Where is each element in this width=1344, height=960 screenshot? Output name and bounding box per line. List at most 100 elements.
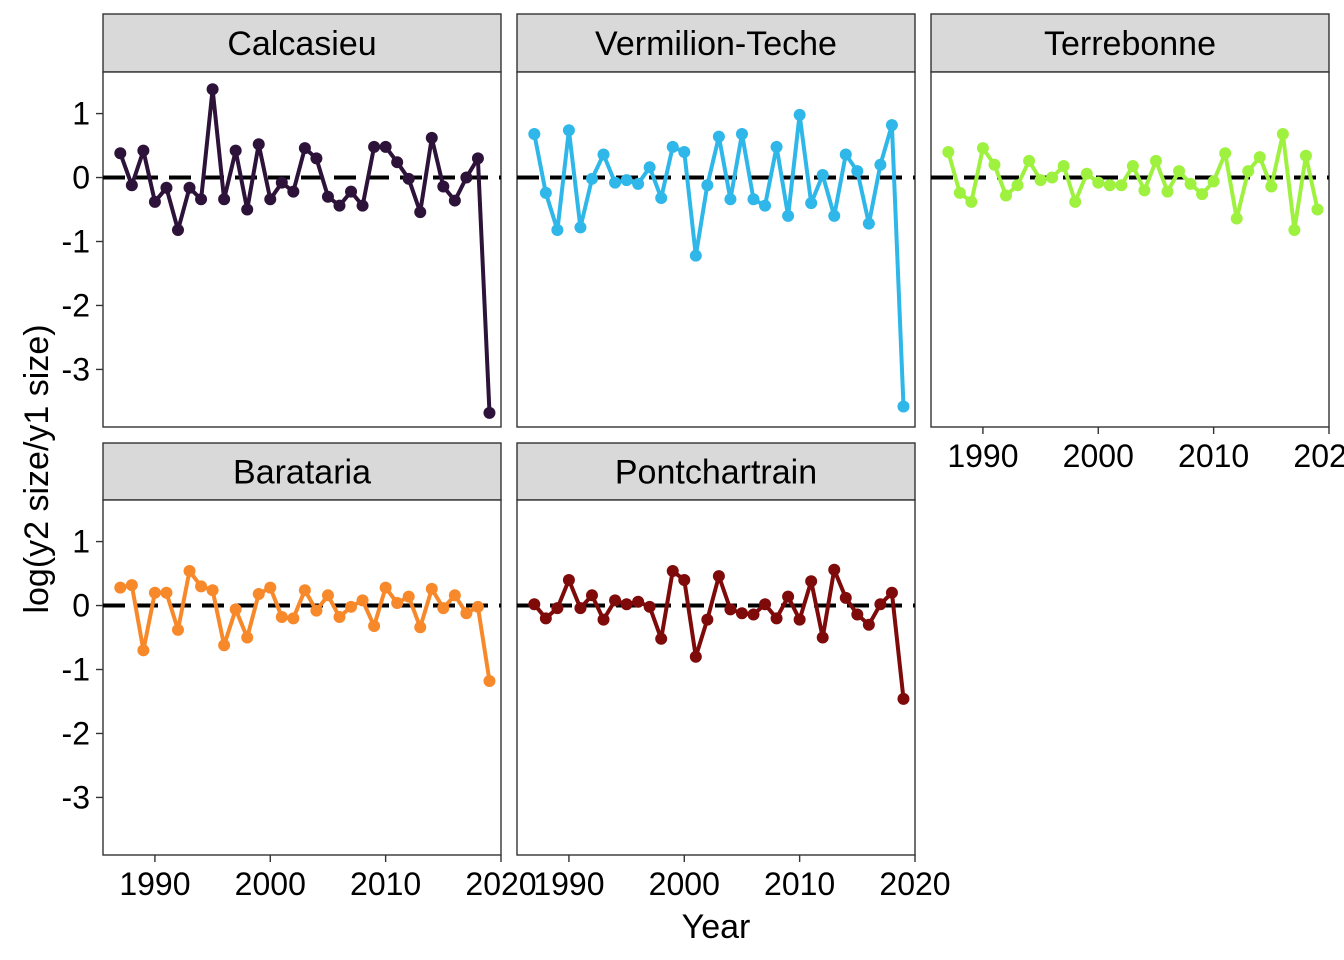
panel-title: Pontchartrain bbox=[615, 454, 817, 492]
data-point bbox=[805, 197, 818, 210]
data-point bbox=[264, 581, 277, 594]
data-point bbox=[195, 580, 208, 593]
data-point bbox=[448, 194, 461, 207]
data-point bbox=[1173, 165, 1186, 178]
data-point bbox=[137, 644, 150, 657]
data-point bbox=[1138, 184, 1151, 197]
data-point bbox=[965, 195, 978, 208]
data-point bbox=[816, 631, 829, 644]
data-point bbox=[976, 142, 989, 155]
data-point bbox=[574, 602, 587, 615]
data-point bbox=[206, 584, 219, 597]
panel-border bbox=[102, 499, 502, 856]
data-point bbox=[999, 189, 1012, 202]
data-point bbox=[229, 603, 242, 616]
data-point bbox=[333, 611, 346, 624]
x-tick-label: 2020 bbox=[1293, 438, 1344, 474]
panel-pontchartrain: Pontchartrain bbox=[516, 442, 916, 856]
data-point bbox=[368, 620, 381, 633]
data-point bbox=[759, 199, 772, 212]
x-tick-label: 1990 bbox=[119, 866, 190, 902]
data-point bbox=[1219, 147, 1232, 160]
data-point bbox=[356, 594, 369, 607]
data-point bbox=[874, 158, 887, 171]
data-point bbox=[885, 586, 898, 599]
data-point bbox=[585, 172, 598, 185]
data-point bbox=[1299, 149, 1312, 162]
data-point bbox=[539, 612, 552, 625]
data-point bbox=[148, 195, 161, 208]
data-point bbox=[425, 582, 438, 595]
data-point bbox=[1092, 176, 1105, 189]
data-point bbox=[287, 185, 300, 198]
data-point bbox=[770, 612, 783, 625]
data-point bbox=[724, 193, 737, 206]
data-point bbox=[1103, 179, 1116, 192]
data-point bbox=[321, 190, 334, 203]
data-point bbox=[356, 199, 369, 212]
data-point bbox=[1057, 160, 1070, 173]
data-point bbox=[655, 632, 668, 645]
data-point bbox=[828, 563, 841, 576]
y-tick-label: 0 bbox=[72, 160, 90, 196]
data-point bbox=[1115, 179, 1128, 192]
data-point bbox=[195, 193, 208, 206]
data-point bbox=[551, 602, 564, 615]
data-point bbox=[241, 203, 254, 216]
data-point bbox=[114, 147, 127, 160]
data-point bbox=[1069, 195, 1082, 208]
data-point bbox=[551, 223, 564, 236]
data-point bbox=[793, 108, 806, 121]
data-point bbox=[862, 618, 875, 631]
panel-strip bbox=[516, 13, 916, 73]
data-point bbox=[310, 152, 323, 165]
data-point bbox=[620, 174, 633, 187]
data-point bbox=[747, 193, 760, 206]
data-point bbox=[1034, 174, 1047, 187]
data-point bbox=[252, 138, 265, 151]
data-point bbox=[1011, 179, 1024, 192]
data-point bbox=[585, 589, 598, 602]
data-point bbox=[666, 140, 679, 153]
panels-layer: Calcasieu Vermilion-Teche Terrebonne Barata… bbox=[102, 13, 1330, 856]
data-point bbox=[148, 586, 161, 599]
axes-layer: 1 0 -1 -2 -3 1990 2000 2010 2020 1 0 -1 -2 -3 1990 2000… bbox=[62, 96, 1344, 902]
data-point bbox=[1184, 177, 1197, 190]
data-point bbox=[597, 148, 610, 161]
data-point bbox=[171, 623, 184, 636]
data-point bbox=[539, 186, 552, 199]
data-point bbox=[437, 602, 450, 615]
data-point bbox=[229, 144, 242, 157]
data-point bbox=[391, 596, 404, 609]
data-point bbox=[391, 156, 404, 169]
data-point bbox=[275, 611, 288, 624]
data-point bbox=[206, 83, 219, 96]
x-tick-label: 2000 bbox=[649, 866, 720, 902]
panel-title: Vermilion-Teche bbox=[595, 25, 837, 63]
data-point bbox=[632, 595, 645, 608]
data-point bbox=[125, 179, 138, 192]
data-point bbox=[874, 598, 887, 611]
data-point bbox=[712, 570, 725, 583]
data-point bbox=[770, 140, 783, 153]
y-tick-label: -1 bbox=[62, 224, 90, 260]
data-point bbox=[562, 573, 575, 586]
data-point bbox=[988, 158, 1001, 171]
data-point bbox=[287, 612, 300, 625]
y-tick-label: -2 bbox=[62, 287, 90, 323]
data-point bbox=[839, 148, 852, 161]
data-point bbox=[298, 584, 311, 597]
x-tick-label: 2010 bbox=[764, 866, 835, 902]
data-point bbox=[218, 639, 231, 652]
data-point bbox=[632, 177, 645, 190]
data-point bbox=[678, 573, 691, 586]
data-point bbox=[1242, 165, 1255, 178]
data-point bbox=[160, 586, 173, 599]
data-point bbox=[298, 142, 311, 155]
data-point bbox=[1080, 167, 1093, 180]
data-point bbox=[1023, 154, 1036, 167]
data-point bbox=[793, 613, 806, 626]
data-point bbox=[528, 598, 541, 611]
data-point bbox=[345, 600, 358, 613]
